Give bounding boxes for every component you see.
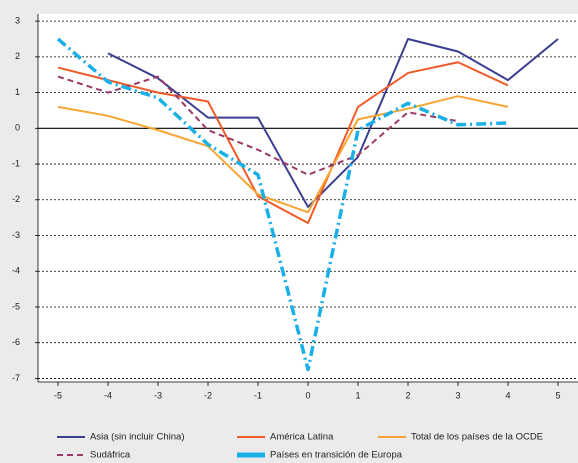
series-line	[56, 37, 509, 372]
legend-label: Países en transición de Europa	[270, 450, 403, 461]
y-tick-label: 2	[15, 51, 20, 61]
x-tick-label: 5	[555, 390, 560, 400]
x-tick-label: -1	[254, 390, 262, 400]
x-tick-label: -2	[204, 390, 212, 400]
y-tick-label: 3	[15, 16, 20, 26]
y-tick-label: 1	[15, 87, 20, 97]
y-tick-label: -6	[12, 337, 20, 347]
x-tick-label: 4	[505, 390, 510, 400]
legend-label: Total de los países de la OCDE	[411, 432, 543, 443]
legend-label: Asia (sin incluir China)	[90, 432, 185, 443]
x-tick-label: -4	[104, 390, 112, 400]
x-tick-label: -5	[54, 390, 62, 400]
y-tick-label: 0	[15, 123, 20, 133]
x-tick-label: -3	[154, 390, 162, 400]
y-tick-label: -4	[12, 266, 20, 276]
x-tick-label: 3	[455, 390, 460, 400]
legend-label: Sudáfrica	[90, 450, 131, 461]
y-tick-label: -3	[12, 230, 20, 240]
series-line	[57, 95, 509, 214]
y-tick-label: -2	[12, 194, 20, 204]
x-tick-label: 1	[355, 390, 360, 400]
y-tick-label: -1	[12, 158, 20, 168]
plot-area	[38, 14, 578, 382]
x-tick-label: 2	[405, 390, 410, 400]
legend-label: América Latina	[270, 432, 334, 443]
y-tick-label: -7	[12, 373, 20, 383]
y-tick-label: -5	[12, 301, 20, 311]
x-tick-label: 0	[305, 390, 310, 400]
series-line	[57, 61, 509, 225]
